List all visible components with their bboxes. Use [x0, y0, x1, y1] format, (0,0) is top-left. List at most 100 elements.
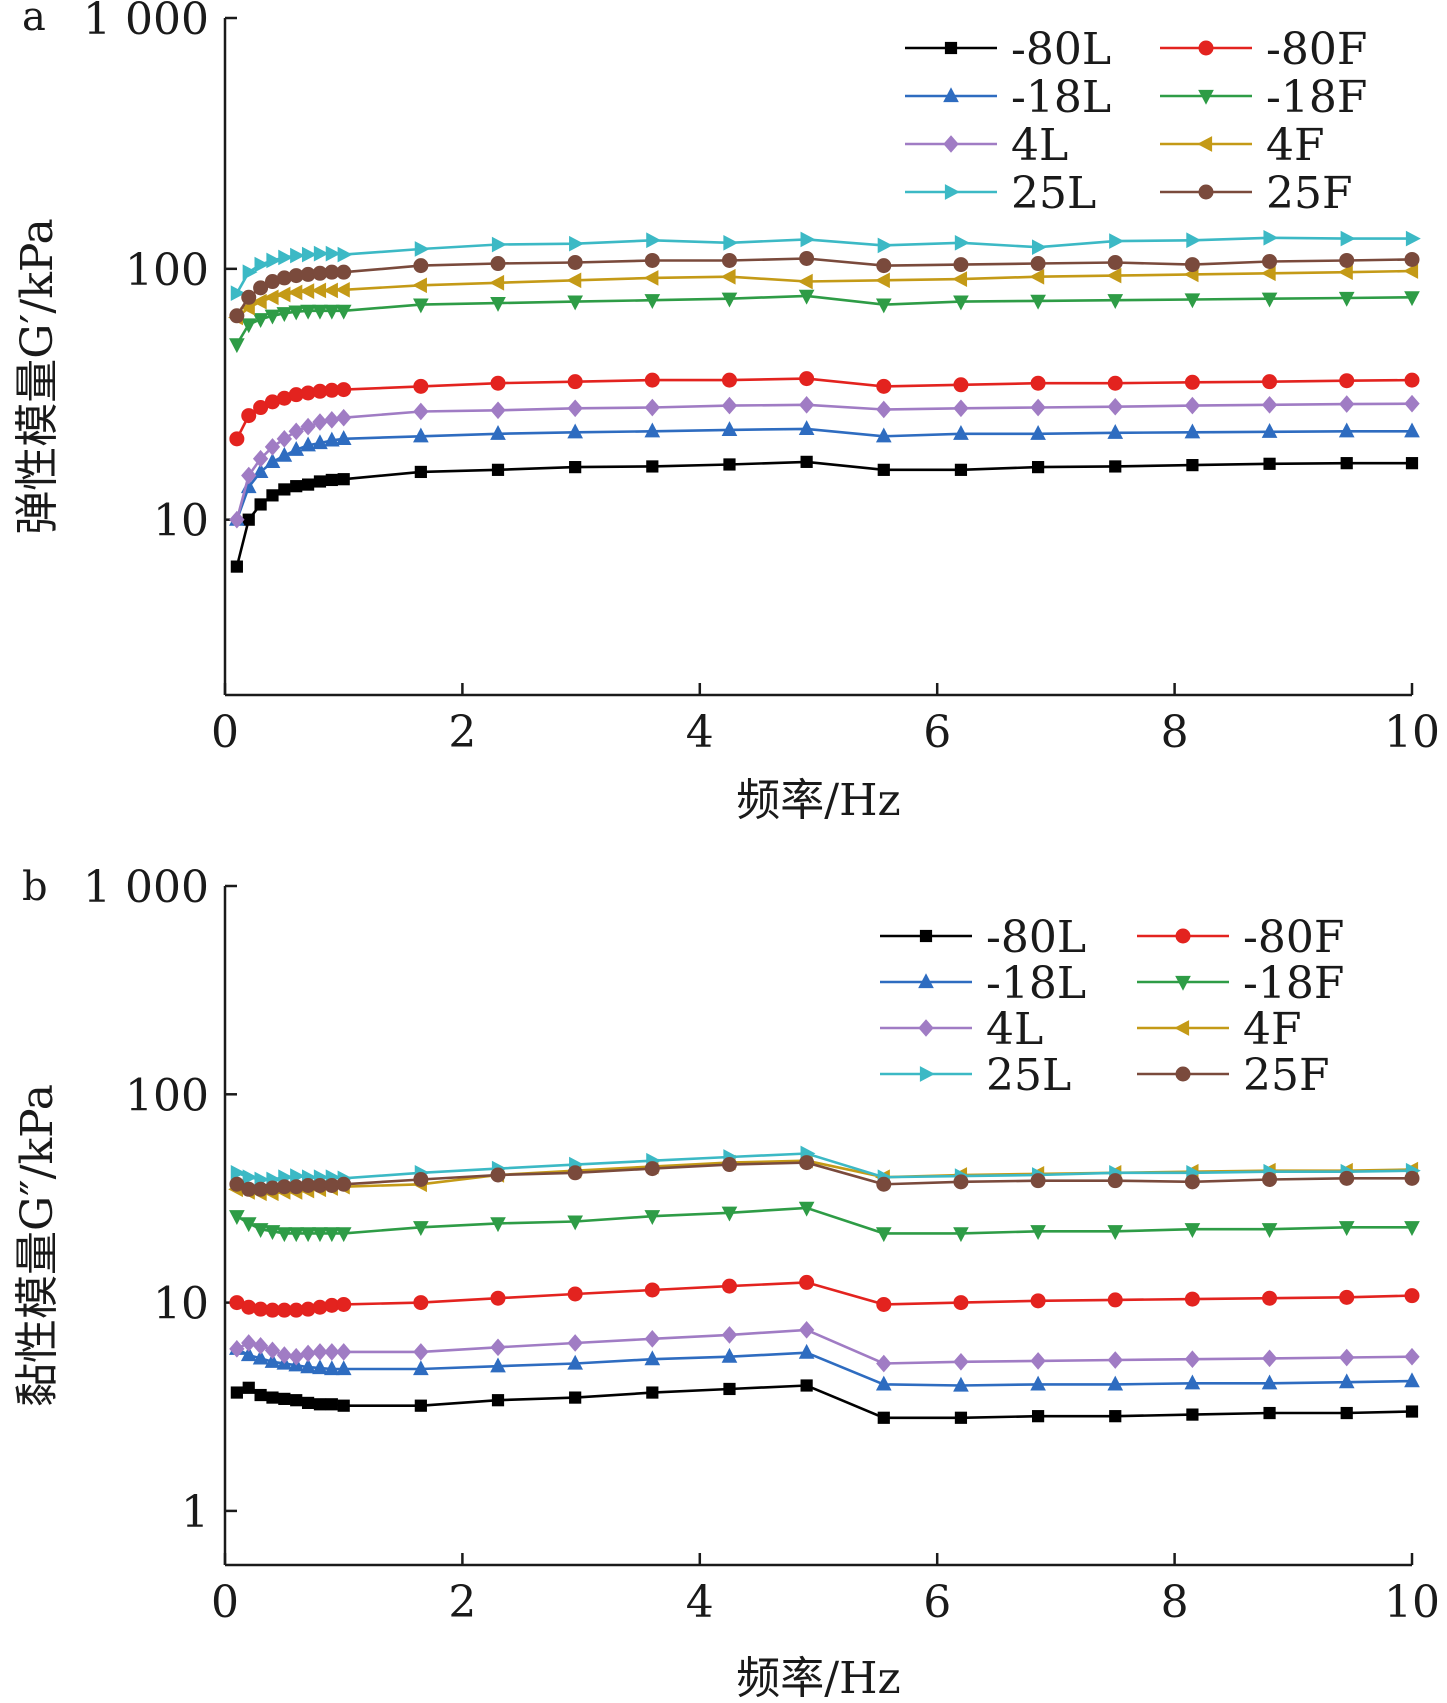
data-point — [953, 425, 969, 440]
data-point — [264, 1352, 281, 1368]
data-point — [798, 1321, 815, 1339]
data-point — [264, 453, 281, 468]
data-point — [567, 1215, 583, 1231]
data-point — [953, 257, 969, 273]
data-point — [323, 282, 338, 299]
series-line — [235, 402, 1413, 521]
data-point — [953, 1227, 969, 1243]
data-point — [1262, 1171, 1278, 1187]
data-point — [276, 1346, 293, 1364]
data-point — [954, 234, 970, 251]
data-point — [644, 252, 660, 268]
data-point — [1263, 1406, 1276, 1420]
data-point — [798, 396, 815, 414]
legend-marker — [1197, 136, 1213, 152]
legend-label: -18F — [1266, 72, 1367, 123]
data-point — [876, 1354, 892, 1373]
x-tick-label: 2 — [448, 707, 476, 758]
data-point — [644, 1210, 661, 1225]
data-point — [299, 283, 315, 299]
data-point — [312, 434, 328, 450]
data-point — [301, 478, 315, 491]
data-point — [325, 1398, 338, 1411]
x-tick-label: 10 — [1384, 1577, 1440, 1628]
data-point — [252, 449, 269, 468]
legend-item: 4L — [880, 1004, 1043, 1055]
data-point — [1107, 1225, 1124, 1241]
data-point — [1109, 233, 1125, 249]
legend-label: 25F — [1243, 1050, 1330, 1101]
data-point — [300, 1227, 316, 1243]
data-point — [1404, 422, 1420, 438]
data-point — [1404, 1347, 1420, 1366]
data-point — [1030, 375, 1046, 391]
legend-item: -18F — [1137, 958, 1344, 1009]
data-point — [336, 1176, 352, 1192]
legend-marker — [1198, 89, 1214, 105]
series-line — [236, 269, 1413, 319]
legend-marker — [1198, 40, 1214, 56]
data-point — [567, 374, 583, 390]
data-point — [337, 473, 350, 486]
data-point — [1261, 396, 1278, 414]
data-point — [325, 473, 338, 487]
data-point — [324, 304, 340, 320]
y-tick-label: 1 000 — [83, 862, 209, 913]
data-point — [336, 1296, 352, 1312]
data-point — [721, 1347, 738, 1363]
panel-letter: a — [22, 0, 46, 40]
data-point — [644, 1282, 660, 1298]
data-point — [1404, 394, 1420, 413]
data-point — [290, 247, 305, 264]
legend-marker — [1175, 975, 1191, 991]
legend-item: 25F — [1160, 168, 1353, 219]
data-point — [312, 1359, 328, 1375]
data-point — [1339, 395, 1355, 413]
data-point — [276, 430, 293, 448]
x-tick-label: 6 — [923, 1577, 951, 1628]
data-point — [229, 510, 245, 529]
data-point — [875, 272, 890, 289]
series--80L — [230, 1379, 1419, 1424]
data-point — [1404, 1288, 1420, 1304]
data-point — [414, 241, 430, 257]
data-point — [646, 232, 662, 249]
data-point — [230, 560, 243, 573]
data-point — [1107, 254, 1123, 270]
data-point — [953, 295, 969, 311]
legend-label: 4L — [986, 1004, 1043, 1055]
data-point — [1107, 294, 1124, 309]
series-line — [236, 1328, 1413, 1365]
x-tick-label: 2 — [448, 1577, 476, 1628]
data-point — [1339, 1170, 1355, 1186]
data-point — [1030, 1173, 1046, 1189]
data-point — [1186, 232, 1202, 249]
data-point — [1030, 425, 1046, 440]
data-point — [1405, 230, 1421, 247]
data-point — [229, 308, 245, 324]
series-25F — [229, 250, 1420, 324]
data-point — [800, 455, 813, 468]
data-point — [253, 280, 269, 296]
series--18L — [229, 420, 1420, 526]
data-point — [337, 1399, 350, 1412]
series-line — [236, 1281, 1413, 1312]
data-point — [721, 1326, 738, 1344]
data-point — [567, 399, 583, 418]
data-point — [335, 430, 352, 445]
data-point — [252, 1349, 269, 1365]
data-point — [875, 427, 892, 443]
series-line — [235, 427, 1412, 521]
data-point — [252, 313, 269, 328]
legend-marker — [1174, 1020, 1190, 1036]
data-point — [567, 295, 583, 311]
data-point — [414, 465, 427, 479]
legend-label: -80L — [986, 912, 1086, 963]
data-point — [1109, 1410, 1122, 1423]
data-point — [1186, 459, 1199, 472]
data-point — [954, 463, 968, 476]
data-point — [1107, 1292, 1123, 1308]
data-point — [876, 378, 892, 394]
data-point — [336, 382, 352, 398]
data-point — [800, 231, 816, 248]
